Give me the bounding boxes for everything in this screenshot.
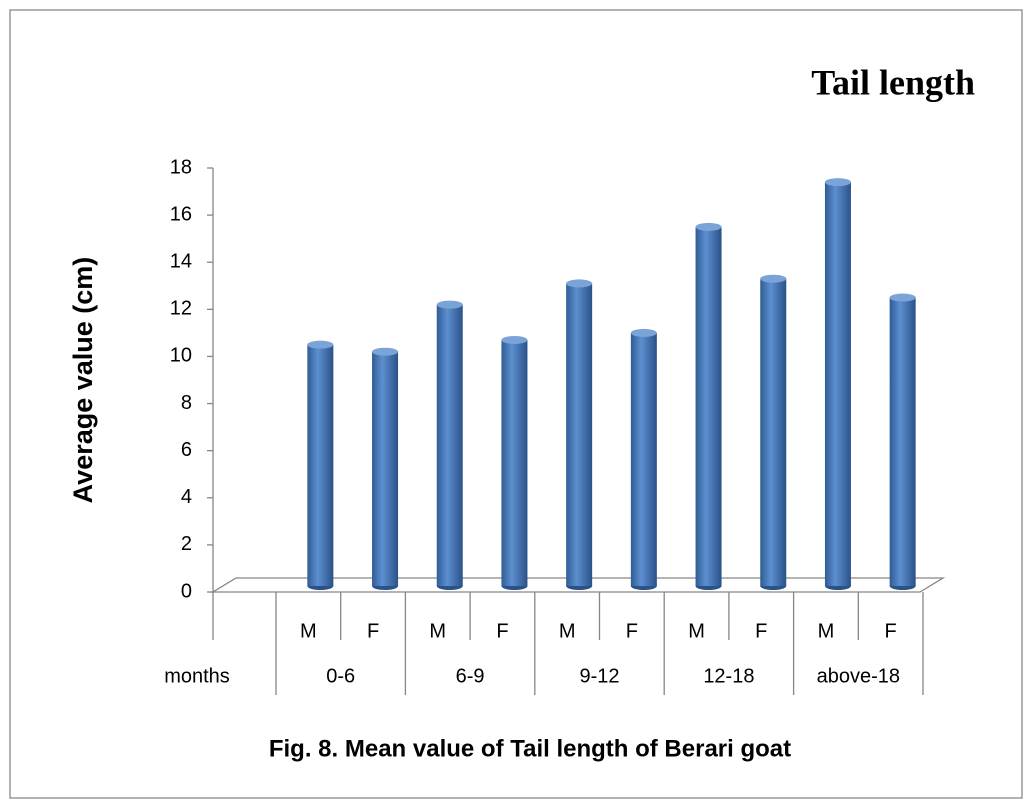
floor [210, 577, 946, 593]
bar [566, 279, 593, 590]
bar [307, 340, 334, 590]
bar [824, 178, 851, 590]
group-label: 9-12 [579, 665, 619, 687]
y-tick-label: 18 [170, 156, 192, 178]
x-tick-label: F [626, 620, 638, 642]
y-tick-label: 8 [181, 392, 192, 414]
y-tick-label: 2 [181, 533, 192, 555]
bar [760, 274, 787, 590]
group-label: above-18 [817, 665, 900, 687]
x-tick-label: F [755, 620, 767, 642]
group-label: 6-9 [456, 665, 485, 687]
bar [630, 328, 657, 590]
y-tick-label: 16 [170, 203, 192, 225]
x-tick-label: F [367, 620, 379, 642]
y-tick-label: 12 [170, 298, 192, 320]
y-tick-label: 4 [181, 486, 192, 508]
group-label: 0-6 [326, 665, 355, 687]
bar [436, 300, 463, 590]
x-tick-label: M [429, 620, 446, 642]
x-tick-label: M [688, 620, 705, 642]
chart-title: Tail length [811, 62, 975, 102]
x-tick-label: F [496, 620, 508, 642]
x-tick-label: M [818, 620, 835, 642]
bar [695, 222, 722, 590]
x-header: months [164, 665, 230, 687]
y-tick-label: 0 [181, 580, 192, 602]
caption: Fig. 8. Mean value of Tail length of Ber… [269, 735, 791, 762]
x-tick-label: F [885, 620, 897, 642]
bar [372, 347, 399, 590]
y-tick-label: 6 [181, 439, 192, 461]
bar [889, 293, 916, 590]
x-tick-label: M [559, 620, 576, 642]
y-tick-label: 10 [170, 345, 192, 367]
y-tick-label: 14 [170, 251, 192, 273]
y-axis-label: Average value (cm) [68, 257, 98, 504]
bar [501, 335, 528, 590]
group-label: 12-18 [703, 665, 754, 687]
x-tick-label: M [300, 620, 317, 642]
